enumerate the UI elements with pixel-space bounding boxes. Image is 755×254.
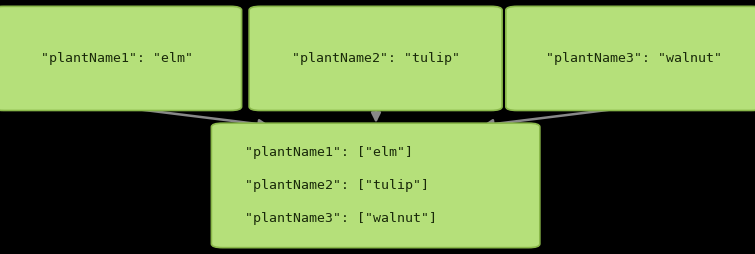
FancyBboxPatch shape	[211, 123, 540, 248]
Text: "plantName2": "tulip": "plantName2": "tulip"	[291, 52, 460, 65]
Text: "plantName2": ["tulip"]: "plantName2": ["tulip"]	[245, 179, 430, 192]
Text: "plantName3": ["walnut"]: "plantName3": ["walnut"]	[245, 212, 437, 225]
FancyBboxPatch shape	[249, 6, 502, 110]
Text: "plantName3": "walnut": "plantName3": "walnut"	[546, 52, 723, 65]
FancyBboxPatch shape	[0, 6, 242, 110]
Text: "plantName1": ["elm"]: "plantName1": ["elm"]	[245, 146, 414, 159]
Text: "plantName1": "elm": "plantName1": "elm"	[41, 52, 193, 65]
FancyBboxPatch shape	[506, 6, 755, 110]
